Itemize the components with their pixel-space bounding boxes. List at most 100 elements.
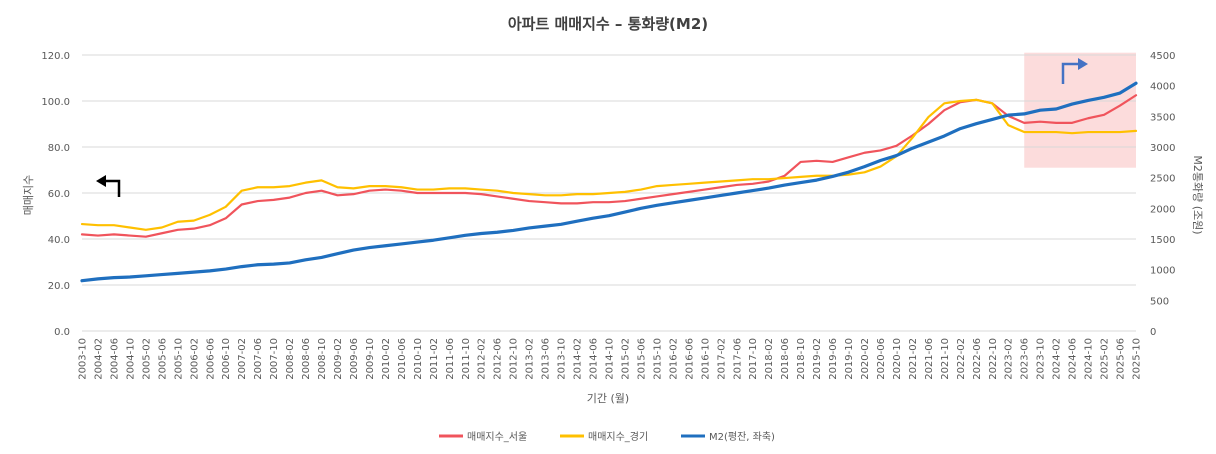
series-line-1 bbox=[80, 98, 1138, 231]
x-tick-label: 2007-02 bbox=[237, 338, 248, 380]
left-tick-label: 80.0 bbox=[48, 143, 70, 154]
x-tick-label: 2019-06 bbox=[828, 338, 839, 380]
x-tick-label: 2024-02 bbox=[1052, 338, 1063, 380]
left-tick-label: 20.0 bbox=[48, 281, 70, 292]
series-line-2 bbox=[80, 81, 1138, 283]
x-tick-label: 2024-06 bbox=[1068, 338, 1079, 380]
legend-label-gyeonggi: 매매지수_경기 bbox=[588, 430, 648, 443]
x-tick-label: 2021-06 bbox=[924, 338, 935, 380]
x-tick-label: 2003-10 bbox=[78, 338, 89, 380]
x-tick-label: 2023-02 bbox=[1004, 338, 1015, 380]
x-tick-label: 2009-06 bbox=[349, 338, 360, 380]
x-tick-label: 2010-02 bbox=[381, 338, 392, 380]
x-tick-label: 2013-02 bbox=[525, 338, 536, 380]
right-tick-label: 4000 bbox=[1150, 82, 1175, 93]
x-tick-label: 2010-06 bbox=[397, 338, 408, 380]
x-tick-label: 2021-02 bbox=[908, 338, 919, 380]
right-tick-label: 2000 bbox=[1150, 204, 1175, 215]
x-tick-label: 2011-10 bbox=[461, 338, 472, 380]
x-tick-label: 2025-06 bbox=[1116, 338, 1127, 380]
chart-title: 아파트 매매지수 – 통화량(M2) bbox=[508, 15, 708, 33]
x-tick-label: 2017-10 bbox=[748, 338, 759, 380]
x-tick-label: 2015-10 bbox=[652, 338, 663, 380]
x-tick-label: 2015-02 bbox=[620, 338, 631, 380]
x-tick-label: 2004-02 bbox=[93, 338, 104, 380]
legend-item-m2: M2(평잔, 좌축) bbox=[681, 431, 775, 443]
x-tick-label: 2005-10 bbox=[173, 338, 184, 380]
x-tick-label: 2020-06 bbox=[876, 338, 887, 380]
x-tick-label: 2007-10 bbox=[269, 338, 280, 380]
x-tick-label: 2010-10 bbox=[413, 338, 424, 380]
x-tick-label: 2008-06 bbox=[301, 338, 312, 380]
x-tick-label: 2022-10 bbox=[988, 338, 999, 380]
right-tick-label: 1000 bbox=[1150, 266, 1175, 277]
x-tick-label: 2016-10 bbox=[700, 338, 711, 380]
x-tick-label: 2004-10 bbox=[125, 338, 136, 380]
x-tick-label: 2018-10 bbox=[796, 338, 807, 380]
x-axis-title: 기간 (월) bbox=[587, 392, 629, 405]
x-tick-label: 2006-10 bbox=[221, 338, 232, 380]
right-tick-label: 0 bbox=[1150, 327, 1156, 338]
series-line-0 bbox=[80, 94, 1138, 238]
x-tick-label: 2012-06 bbox=[493, 338, 504, 380]
right-tick-label: 1500 bbox=[1150, 235, 1175, 246]
x-tick-label: 2005-02 bbox=[141, 338, 152, 380]
x-tick-label: 2006-06 bbox=[205, 338, 216, 380]
x-tick-label: 2022-06 bbox=[972, 338, 983, 380]
x-tick-label: 2019-10 bbox=[844, 338, 855, 380]
x-tick-label: 2024-10 bbox=[1084, 338, 1095, 380]
x-tick-label: 2009-10 bbox=[365, 338, 376, 380]
x-tick-label: 2005-06 bbox=[157, 338, 168, 380]
right-tick-label: 3000 bbox=[1150, 143, 1175, 154]
x-tick-label: 2008-10 bbox=[317, 338, 328, 380]
x-tick-label: 2012-02 bbox=[477, 338, 488, 380]
x-tick-label: 2017-02 bbox=[716, 338, 727, 380]
x-tick-label: 2022-02 bbox=[956, 338, 967, 380]
x-tick-label: 2021-10 bbox=[940, 338, 951, 380]
x-tick-label: 2014-10 bbox=[605, 338, 616, 380]
x-tick-label: 2020-02 bbox=[860, 338, 871, 380]
left-axis: 0.0 20.0 40.0 60.0 80.0 100.0 120.0 bbox=[41, 51, 70, 338]
x-tick-label: 2007-06 bbox=[253, 338, 264, 380]
right-tick-label: 500 bbox=[1150, 296, 1169, 307]
right-tick-label: 2500 bbox=[1150, 174, 1175, 185]
x-tick-label: 2011-06 bbox=[445, 338, 456, 380]
x-tick-label: 2011-02 bbox=[429, 338, 440, 380]
x-tick-label: 2013-06 bbox=[541, 338, 552, 380]
x-tick-label: 2009-02 bbox=[333, 338, 344, 380]
x-tick-label: 2013-10 bbox=[557, 338, 568, 380]
x-tick-label: 2018-02 bbox=[764, 338, 775, 380]
x-tick-label: 2008-02 bbox=[285, 338, 296, 380]
x-tick-label: 2025-02 bbox=[1100, 338, 1111, 380]
legend-label-seoul: 매매지수_서울 bbox=[467, 431, 527, 443]
x-tick-label: 2020-10 bbox=[892, 338, 903, 380]
legend-item-gyeonggi: 매매지수_경기 bbox=[560, 430, 648, 443]
legend-label-m2: M2(평잔, 좌축) bbox=[709, 431, 775, 443]
x-tick-label: 2023-10 bbox=[1036, 338, 1047, 380]
arrow-left-axis-icon bbox=[96, 175, 121, 197]
right-tick-label: 4500 bbox=[1150, 51, 1175, 62]
left-tick-label: 40.0 bbox=[48, 235, 70, 246]
left-tick-label: 60.0 bbox=[48, 189, 70, 200]
x-tick-label: 2012-10 bbox=[509, 338, 520, 380]
x-tick-label: 2018-06 bbox=[780, 338, 791, 380]
left-tick-label: 0.0 bbox=[54, 327, 70, 338]
x-axis: 2003-10 2004-02 2004-06 2004-10 2005-02 2005-… bbox=[78, 338, 1143, 380]
x-tick-label: 2025-10 bbox=[1132, 338, 1143, 380]
x-tick-label: 2014-06 bbox=[589, 338, 600, 380]
x-tick-label: 2015-06 bbox=[636, 338, 647, 380]
x-tick-label: 2019-02 bbox=[812, 338, 823, 380]
x-tick-label: 2023-06 bbox=[1020, 338, 1031, 380]
x-tick-label: 2016-02 bbox=[668, 338, 679, 380]
right-axis: 0 500 1000 1500 2000 2500 3000 3500 4000 4500 bbox=[1150, 51, 1175, 338]
right-axis-title: M2통화량 (조원) bbox=[1191, 155, 1204, 234]
legend-item-seoul: 매매지수_서울 bbox=[439, 431, 527, 443]
series-lines bbox=[80, 81, 1138, 283]
legend: 매매지수_서울 매매지수_경기 M2(평잔, 좌축) bbox=[439, 430, 775, 443]
x-tick-label: 2016-06 bbox=[684, 338, 695, 380]
left-tick-label: 100.0 bbox=[41, 97, 70, 108]
x-tick-label: 2004-06 bbox=[109, 338, 120, 380]
left-tick-label: 120.0 bbox=[41, 51, 70, 62]
right-tick-label: 3500 bbox=[1150, 112, 1175, 123]
